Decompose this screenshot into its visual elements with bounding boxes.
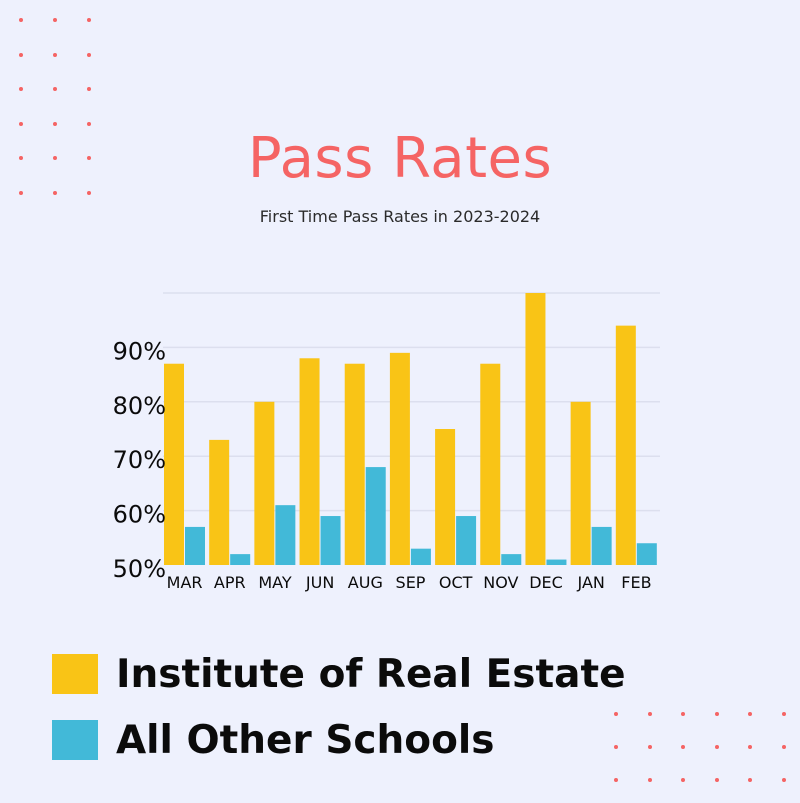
- y-tick-label: 60%: [113, 501, 166, 529]
- legend-swatch-institute: [52, 654, 98, 694]
- decorative-dot: [19, 156, 23, 160]
- bar-institute: [254, 401, 275, 565]
- bar-institute: [435, 429, 456, 565]
- x-tick-label: FEB: [621, 573, 651, 592]
- legend-swatch-other-schools: [52, 720, 98, 760]
- x-tick-label: DEC: [529, 573, 563, 592]
- x-tick-label: AUG: [348, 573, 383, 592]
- decorative-dot: [53, 52, 57, 57]
- decorative-dot: [681, 745, 686, 749]
- decorative-dot: [714, 778, 719, 782]
- chart-bars: [164, 293, 657, 565]
- chart-axes: 50% 60% 70% 80% 90% MAR APR MAY JUN AUG SEP OCT NOV D…: [113, 337, 652, 592]
- x-tick-label: JAN: [577, 573, 605, 592]
- legend-label-other-schools: All Other Schools: [116, 718, 495, 763]
- decorative-dot: [19, 52, 23, 57]
- decorative-dot: [19, 121, 23, 126]
- decorative-dot: [87, 52, 91, 57]
- decorative-dot: [714, 745, 719, 749]
- bar-institute: [164, 363, 184, 565]
- decorative-dot: [53, 190, 57, 195]
- x-tick-label: MAY: [258, 573, 292, 592]
- bar-other-schools: [591, 526, 612, 565]
- decorative-dot: [714, 712, 719, 716]
- bar-institute: [525, 293, 546, 565]
- chart-subtitle: First Time Pass Rates in 2023-2024: [259, 207, 541, 226]
- decorative-dot: [647, 745, 652, 749]
- decorative-dot: [614, 745, 618, 749]
- decorative-dot: [53, 18, 57, 22]
- decorative-dot: [53, 87, 57, 91]
- decorative-dot: [782, 712, 786, 716]
- bar-institute: [344, 363, 365, 565]
- y-tick-label: 80%: [113, 392, 166, 420]
- bar-other-schools: [320, 516, 341, 565]
- decorative-dot: [748, 778, 753, 782]
- x-tick-label: OCT: [439, 573, 473, 592]
- bar-other-schools: [546, 559, 567, 565]
- decorative-dot: [87, 121, 91, 126]
- bar-institute: [480, 363, 501, 565]
- x-tick-label: MAR: [167, 573, 203, 592]
- x-tick-label: NOV: [483, 573, 518, 592]
- bar-other-schools: [230, 554, 251, 565]
- bar-institute: [209, 439, 230, 565]
- legend-item-other-schools: All Other Schools: [52, 714, 672, 774]
- y-tick-label: 50%: [113, 555, 166, 583]
- legend-label-institute: Institute of Real Estate: [116, 652, 626, 697]
- x-tick-label: JUN: [305, 573, 334, 592]
- bar-other-schools: [185, 526, 205, 565]
- decorative-dot: [614, 712, 618, 716]
- bar-other-schools: [456, 516, 477, 565]
- decorative-dot: [647, 778, 652, 782]
- bar-institute: [615, 325, 636, 565]
- chart-title: Pass Rates: [247, 126, 553, 191]
- x-tick-label: APR: [214, 573, 246, 592]
- decorative-dot: [53, 156, 57, 160]
- bar-other-schools: [410, 548, 431, 565]
- y-tick-label: 70%: [113, 446, 166, 474]
- decorative-dot: [87, 18, 91, 22]
- decorative-dot: [19, 18, 23, 22]
- x-tick-label: SEP: [396, 573, 426, 592]
- decorative-dot: [782, 778, 786, 782]
- decorative-dot: [19, 87, 23, 91]
- decorative-dot: [681, 778, 686, 782]
- bar-other-schools: [636, 543, 657, 565]
- decorative-dot: [748, 712, 753, 716]
- decorative-dot: [53, 121, 57, 126]
- decorative-dot: [748, 745, 753, 749]
- decorative-dot: [87, 87, 91, 91]
- y-tick-label: 90%: [113, 337, 166, 365]
- bar-other-schools: [365, 467, 386, 565]
- legend-item-institute: Institute of Real Estate: [52, 648, 672, 708]
- decorative-dot: [87, 156, 91, 160]
- bar-other-schools: [275, 505, 296, 565]
- bar-institute: [299, 358, 320, 565]
- bar-other-schools: [501, 554, 522, 565]
- decorative-dot: [782, 745, 786, 749]
- bar-institute: [570, 401, 591, 565]
- decorative-dot: [681, 712, 686, 716]
- decorative-dot: [614, 778, 618, 782]
- decorative-dot: [19, 190, 23, 195]
- decorative-dot: [87, 190, 91, 195]
- decorative-dot: [647, 712, 652, 716]
- bar-institute: [389, 352, 410, 565]
